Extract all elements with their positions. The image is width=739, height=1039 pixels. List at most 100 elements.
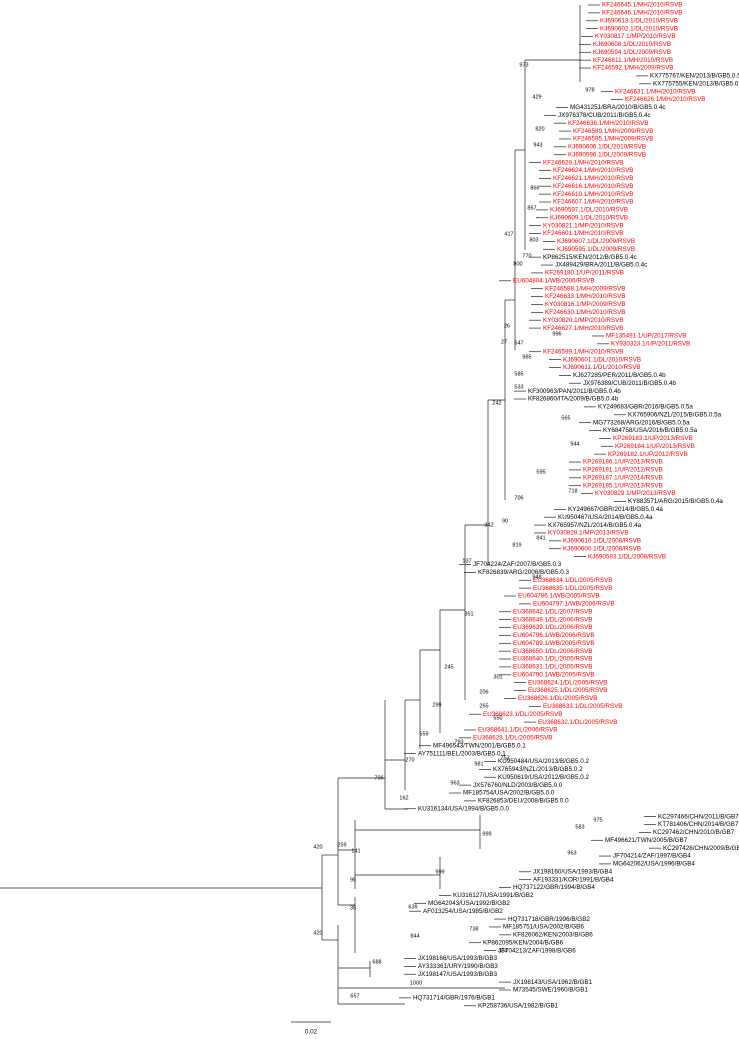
leaf-label: KJ690594.1/DL/2009/RSVB xyxy=(593,49,671,56)
leaf-label: HQ731718/GBR/1996/B/GB2 xyxy=(508,916,590,923)
leaf-label: KJ690595.1/DL/2009/RSVB xyxy=(557,246,635,253)
leaf-label: EU604797.1/WB/2006/RSVB xyxy=(533,601,615,608)
bootstrap-value: 647 xyxy=(514,340,523,346)
scale-bar-label: 0.02 xyxy=(305,1029,318,1036)
leaf-label: MG642062/USA/1996/B/GB4 xyxy=(613,861,695,868)
bootstrap-value: 999 xyxy=(482,831,491,837)
leaf-label: KY030828.1/MP/2013/RSVB xyxy=(548,530,629,537)
leaf-label: JX198166/USA/1993/B/GB3 xyxy=(418,955,498,962)
backbone xyxy=(0,5,581,1005)
bootstrap-value: 657 xyxy=(350,993,359,999)
leaf-label: JX976389/CUB/2011/B/GB5.0.4b xyxy=(583,380,676,387)
bootstrap-value: 944 xyxy=(570,441,579,447)
leaf-label: KF826860/ITA/2009/B/GB5.0.4b xyxy=(528,396,619,403)
bootstrap-value: 342 xyxy=(484,522,493,528)
leaf-label: KF246611.1/MH/2010/RSVB xyxy=(593,57,673,64)
leaf-label: EU368633.1/DL/2005/RSVB xyxy=(543,703,622,710)
leaf-label: EU368641.1/DL/2006/RSVB xyxy=(478,727,557,734)
bootstrap-value: 688 xyxy=(372,959,381,965)
bootstrap-value: 26 xyxy=(504,323,510,329)
leaf-label: KJ690606.1/DL/2010/RSVB xyxy=(568,144,646,151)
bootstrap-value: 1000 xyxy=(410,980,422,986)
bootstrap-value: 963 xyxy=(450,780,459,786)
bootstrap-value: 351 xyxy=(464,611,473,617)
leaf-label: KY030816.1/MP/2009/RSVB xyxy=(545,301,626,308)
bootstrap-value: 841 xyxy=(536,535,545,541)
leaf-label: JX198143/USA/1962/B/GB1 xyxy=(513,979,593,986)
leaf-label: KU950484/USA/2013/B/GB5.0.2 xyxy=(498,758,590,765)
bootstrap-value: 245 xyxy=(444,664,453,670)
leaf-label: MF185754/USA/2002/B/GB5.0.0 xyxy=(463,790,555,797)
leaf-label: EU368650.1/DL/2006/RSVB xyxy=(513,648,592,655)
leaf-label: EU368642.1/DL/2007/RSVB xyxy=(513,608,592,615)
leaf-label: KJ690596.1/DL/2009/RSVB xyxy=(568,151,646,158)
leaf-label: JX198160/USA/1993/B/GB4 xyxy=(533,868,613,875)
bootstrap-value: 585 xyxy=(514,371,523,377)
leaf-label: AF013254/USA/1985/B/GB2 xyxy=(423,908,503,915)
leaf-label: KF246588.1/MH/2009/RSVB xyxy=(545,285,626,292)
leaf-label: JX198147/USA/1993/B/GB3 xyxy=(418,971,498,978)
leaf-label: KF246610.1/MH/2010/RSVB xyxy=(553,191,634,198)
leaf-label: MF496543/TWN/2001/B/GB5.0.1 xyxy=(433,742,526,749)
bootstrap-value: 417 xyxy=(504,231,513,237)
leaf-label: AY751111/BEL/2003/B/GB5.0.1 xyxy=(418,750,506,757)
leaf-label: KU316127/USA/1991/B/GB2 xyxy=(453,892,534,899)
leaf-label: KJ690607.1/DL/2009/RSVB xyxy=(557,238,635,245)
leaves: KF246645.1/MH/2010/RSVBKF246646.1/MH/201… xyxy=(399,2,739,1009)
bootstrap-value: 565 xyxy=(561,415,570,421)
leaf-label: KY883571/ARG/2015/B/GB5.0.4a xyxy=(628,498,723,505)
bootstrap-value: 996 xyxy=(552,331,561,337)
leaf-label: KF246621.1/MH/2010/RSVB xyxy=(553,175,634,182)
bootstrap-value: 738 xyxy=(469,926,478,932)
bootstrap-value: 706 xyxy=(374,775,383,781)
leaf-label: KF246626.1/MH/2010/RSVB xyxy=(625,96,706,103)
leaf-label: KP269184.1/UP/2013/RSVB xyxy=(615,443,695,450)
leaf-label: KF246629.1/MH/2010/RSVB xyxy=(543,159,624,166)
leaf-label: M73545/SWE/1960/B/GB1 xyxy=(513,987,588,994)
bootstrap-value: 793 xyxy=(454,739,463,745)
leaf-label: EU368628.1/DL/2005/RSVB xyxy=(473,735,552,742)
leaf-label: KY684758/USA/2016/B/GB5.0.5a xyxy=(603,427,698,434)
bootstrap-value: 242 xyxy=(492,400,501,406)
bootstrap-value: 559 xyxy=(419,731,428,737)
bootstrap-value: 866 xyxy=(530,185,539,191)
leaf-label: KJ690611.1/DL/2010/RSVB xyxy=(563,364,641,371)
leaf-label: KF300963/PAN/2011/B/GB5.0.4b xyxy=(528,388,621,395)
leaf-label: EU368624.1/DL/2005/RSVB xyxy=(528,679,607,686)
leaf-label: KF826839/ARG/2006/B/GB5.0.3 xyxy=(478,569,570,576)
leaf-label: KC297466/CHN/2011/B/GB7 xyxy=(658,813,739,820)
leaf-label: KJ690597.1/DL/2010/RSVB xyxy=(550,207,628,214)
leaf-label: KP269185.1/UP/2013/RSVB xyxy=(583,482,663,489)
leaf-label: KF269180.1/UP/2011/RSVB xyxy=(545,270,624,277)
leaf-label: KF246633.1/MH/2010/RSVB xyxy=(545,293,626,300)
leaf-label: KF246599.1/MH/2010/RSVB xyxy=(543,348,624,355)
leaf-label: KF246645.1/MH/2010/RSVB xyxy=(602,2,683,9)
bootstrap-value: 981 xyxy=(474,761,483,767)
leaf-label: KX765957/NZL/2014/B/GB5.0.4a xyxy=(548,522,642,529)
leaf-label: EU368649.1/DL/2006/RSVB xyxy=(513,616,592,623)
bootstrap-value: 583 xyxy=(575,824,584,830)
leaf-label: KU316134/USA/1994/B/GB5.0.0 xyxy=(418,805,510,812)
leaf-label: KY249667/GBR/2014/B/GB5.0.4a xyxy=(568,506,663,513)
leaf-label: KX775755/KEN/2013/B/GB5.0.5c xyxy=(653,80,739,87)
leaf-label: KF246630.1/MH/2010/RSVB xyxy=(545,309,626,316)
leaf-label: KP258736/USA/1982/B/GB1 xyxy=(478,1002,559,1009)
leaf-label: MG431251/BRA/2010/B/GB5.0.4c xyxy=(570,104,666,111)
leaf-label: EU368632.1/DL/2005/RSVB xyxy=(538,719,617,726)
leaf-label: HQ737122/GBR/1994/B/GB4 xyxy=(513,884,595,891)
bootstrap-value: 420 xyxy=(313,844,322,850)
bootstrap-value: 978 xyxy=(585,87,594,93)
leaf-label: JX489429/BRA/2011/B/GB5.0.4c xyxy=(555,262,647,269)
leaf-label: KY030821.1/MP/2010/RSVB xyxy=(543,222,624,229)
bootstrap-value: 963 xyxy=(567,850,576,856)
bootstrap-value: 973 xyxy=(519,62,528,68)
bootstrap-value: 770 xyxy=(522,253,531,259)
bootstrap-value: 819 xyxy=(512,542,521,548)
bootstrap-value: 550 xyxy=(493,715,502,721)
leaf-label: KJ690609.1/DL/2010/RSVB xyxy=(550,214,628,221)
leaf-label: EU604796.1/WB/2006/RSVB xyxy=(513,632,595,639)
leaf-label: KY030820.1/MP/2010/RSVB xyxy=(543,317,624,324)
leaf-label: KP269182.1/UP/2012/RSVB xyxy=(608,451,688,458)
bootstrap-value: 706 xyxy=(514,495,523,501)
leaf-label: KY249683/GBR/2016/B/GB5.0.5a xyxy=(598,404,693,411)
